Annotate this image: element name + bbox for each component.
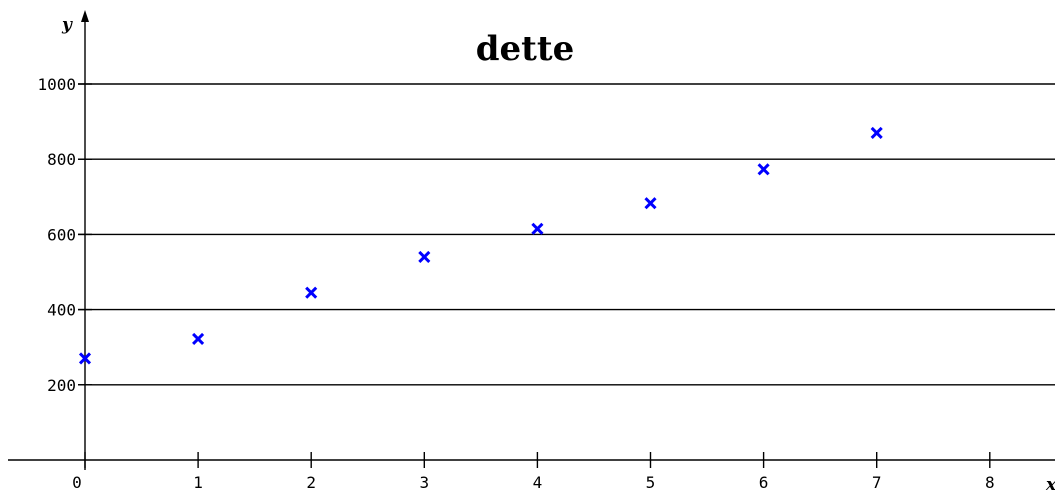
- tick-labels: 200 400 600 800 1000 0 1 2 3 4 5 6 7 8: [37, 75, 994, 492]
- data-point-4: [531, 222, 544, 235]
- x-axis-label: x: [1045, 475, 1055, 493]
- x-tick-label: 1: [193, 473, 203, 492]
- data-point-5: [644, 197, 657, 210]
- y-tick-label: 400: [47, 301, 76, 320]
- data-point-1: [192, 332, 205, 345]
- x-tick-label: 6: [759, 473, 769, 492]
- grid-lines: [78, 83, 1055, 386]
- data-point-0: [78, 352, 92, 365]
- point-mark-stroke-b: [78, 352, 92, 365]
- chart-title: dette: [476, 29, 574, 69]
- x-tick-label: 0: [72, 473, 82, 492]
- point-mark-stroke-b: [192, 332, 205, 345]
- x-tick-label: 2: [306, 473, 316, 492]
- y-tick-label: 200: [47, 376, 76, 395]
- x-tick-label: 5: [646, 473, 656, 492]
- data-points: [78, 126, 883, 365]
- data-point-6: [757, 163, 770, 176]
- point-mark-stroke-b: [757, 163, 770, 176]
- axes: [8, 10, 1055, 470]
- y-axis-arrow-icon: [81, 10, 89, 22]
- point-mark-stroke-b: [305, 286, 318, 299]
- point-mark-stroke-b: [644, 197, 657, 210]
- y-tick-label: 600: [47, 225, 76, 244]
- point-mark-stroke-b: [870, 126, 883, 139]
- point-mark-stroke-b: [418, 250, 431, 264]
- data-point-2: [305, 286, 318, 299]
- x-tick-label: 8: [985, 473, 995, 492]
- x-tick-label: 4: [533, 473, 543, 492]
- y-axis-label: y: [61, 15, 73, 35]
- data-point-7: [870, 126, 883, 139]
- y-tick-label: 1000: [37, 75, 76, 94]
- x-tick-label: 3: [419, 473, 429, 492]
- y-tick-label: 800: [47, 150, 76, 169]
- x-tick-label: 7: [872, 473, 882, 492]
- data-point-3: [418, 250, 431, 264]
- point-mark-stroke-b: [531, 222, 544, 235]
